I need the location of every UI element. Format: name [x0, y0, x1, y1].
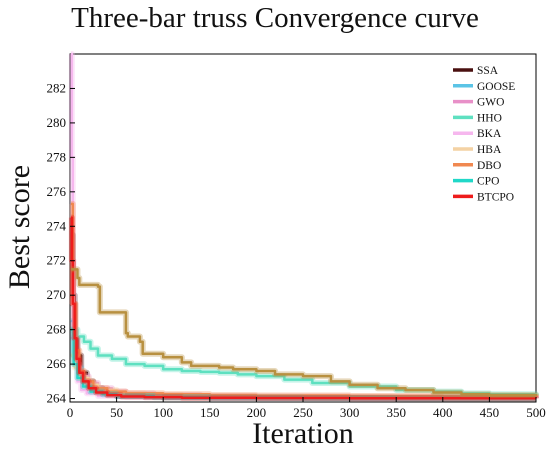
y-tick-label: 280 [47, 115, 67, 130]
chart-title: Three-bar truss Convergence curve [71, 2, 479, 34]
x-tick-label: 400 [433, 405, 453, 420]
x-tick-label: 0 [67, 405, 74, 420]
legend-label-goose: GOOSE [477, 81, 515, 93]
legend-label-hho: HHO [477, 112, 502, 124]
legend-label-dbo: DBO [477, 160, 501, 172]
series-line-btcpo [70, 216, 538, 400]
series-glow-goose [70, 318, 539, 401]
x-tick-label: 450 [480, 405, 500, 420]
y-tick-label: 266 [47, 356, 67, 371]
legend-label-hba: HBA [477, 144, 502, 156]
x-tick-label: 150 [200, 405, 220, 420]
y-tick-label: 264 [47, 391, 67, 406]
legend-label-ssa: SSA [477, 65, 499, 77]
y-tick-label: 270 [47, 287, 67, 302]
x-tick-label: 250 [293, 405, 313, 420]
legend-label-bka: BKA [477, 128, 502, 140]
y-tick-label: 282 [47, 80, 67, 95]
y-tick-label: 272 [47, 253, 67, 268]
legend-label-cpo: CPO [477, 176, 499, 188]
legend: SSA GOOSE GWO HHO BKA HBA DBO CPO BTCPO [453, 65, 515, 203]
x-tick-label: 500 [526, 405, 546, 420]
y-tick-label: 278 [47, 149, 67, 164]
y-tick-label: 268 [47, 322, 67, 337]
x-tick-label: 100 [153, 405, 173, 420]
series-glow-btcpo [68, 214, 539, 402]
series-glow-dbo [69, 200, 539, 400]
series-line-goose [70, 319, 538, 400]
y-tick-label: 276 [47, 184, 67, 199]
x-tick-label: 50 [110, 405, 123, 420]
series-line-dbo [70, 202, 538, 398]
x-tick-label: 300 [340, 405, 360, 420]
legend-label-btcpo: BTCPO [477, 191, 514, 203]
series-lines [68, 51, 539, 402]
x-axis-label: Iteration [252, 417, 354, 450]
x-tick-label: 200 [247, 405, 267, 420]
series-line-unlabeled-9 [70, 268, 538, 397]
x-tick-label: 350 [386, 405, 406, 420]
axis-ticks: 0 50 100 150 200 250 300 350 400 450 500 264 266 268 2… [47, 80, 546, 420]
y-tick-label: 274 [47, 218, 67, 233]
legend-label-gwo: GWO [477, 97, 504, 109]
